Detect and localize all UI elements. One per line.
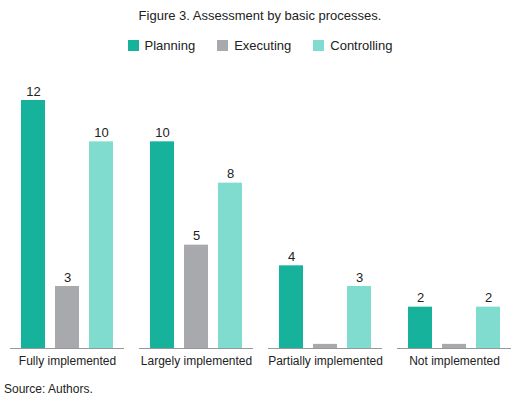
svg-text:Partially implemented: Partially implemented <box>268 354 383 368</box>
html-text:Executing: Executing <box>234 37 292 53</box>
html-text:Source: Authors.: Source: Authors. <box>4 382 93 396</box>
html-text:Figure 3. Assessment by basic: Figure 3. Assessment by basic processes. <box>138 8 382 23</box>
svg-text:5: 5 <box>193 228 200 243</box>
svg-text:2: 2 <box>485 290 492 305</box>
svg-text:10: 10 <box>94 125 108 140</box>
svg-text:Not implemented: Not implemented <box>409 354 500 368</box>
svg-text:8: 8 <box>227 166 234 181</box>
svg-text:2: 2 <box>417 290 424 305</box>
svg-text:12: 12 <box>26 84 40 99</box>
svg-text:3: 3 <box>356 270 363 285</box>
svg-text:3: 3 <box>64 270 71 285</box>
svg-text:Fully implemented: Fully implemented <box>19 354 116 368</box>
svg-text:10: 10 <box>155 125 169 140</box>
html-text:Planning: Planning <box>144 37 196 53</box>
svg-text:4: 4 <box>288 249 295 264</box>
html-text:Controlling: Controlling <box>330 37 393 53</box>
svg-text:Largely implemented: Largely implemented <box>141 354 252 368</box>
